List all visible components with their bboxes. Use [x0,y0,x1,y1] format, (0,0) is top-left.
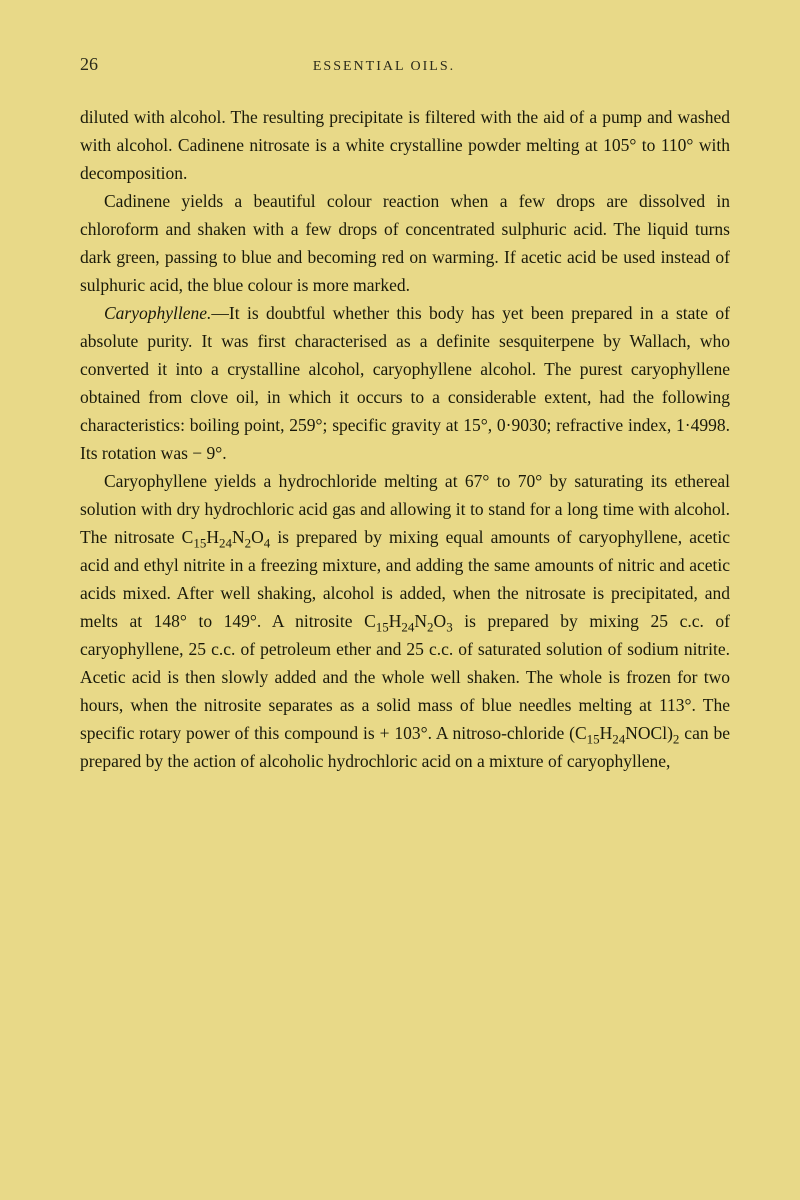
formula1-n: 2 [245,536,252,551]
body-text: diluted with alcohol. The resulting prec… [80,103,730,775]
formula3-tail: NOCl) [625,723,673,743]
running-title: ESSENTIAL OILS. [68,59,700,75]
term-caryophyllene: Caryophyllene. [104,303,211,323]
formula1-c: 15 [193,536,206,551]
paragraph-4: Caryophyllene yields a hydrochloride mel… [80,467,730,775]
paragraph-3-body: —It is doubtful whether this body has ye… [80,303,730,463]
formula2-n: 2 [427,620,434,635]
formula2-h: 24 [401,620,414,635]
page-header: 26 ESSENTIAL OILS. [80,54,730,75]
formula1-h: 24 [219,536,232,551]
paragraph-3: Caryophyllene.—It is doubtful whether th… [80,299,730,467]
paragraph-1: diluted with alcohol. The resulting prec… [80,103,730,187]
formula3-c: 15 [587,732,600,747]
formula3-h: 24 [612,732,625,747]
formula2-c: 15 [376,620,389,635]
paragraph-2: Cadinene yields a beautiful colour react… [80,187,730,299]
